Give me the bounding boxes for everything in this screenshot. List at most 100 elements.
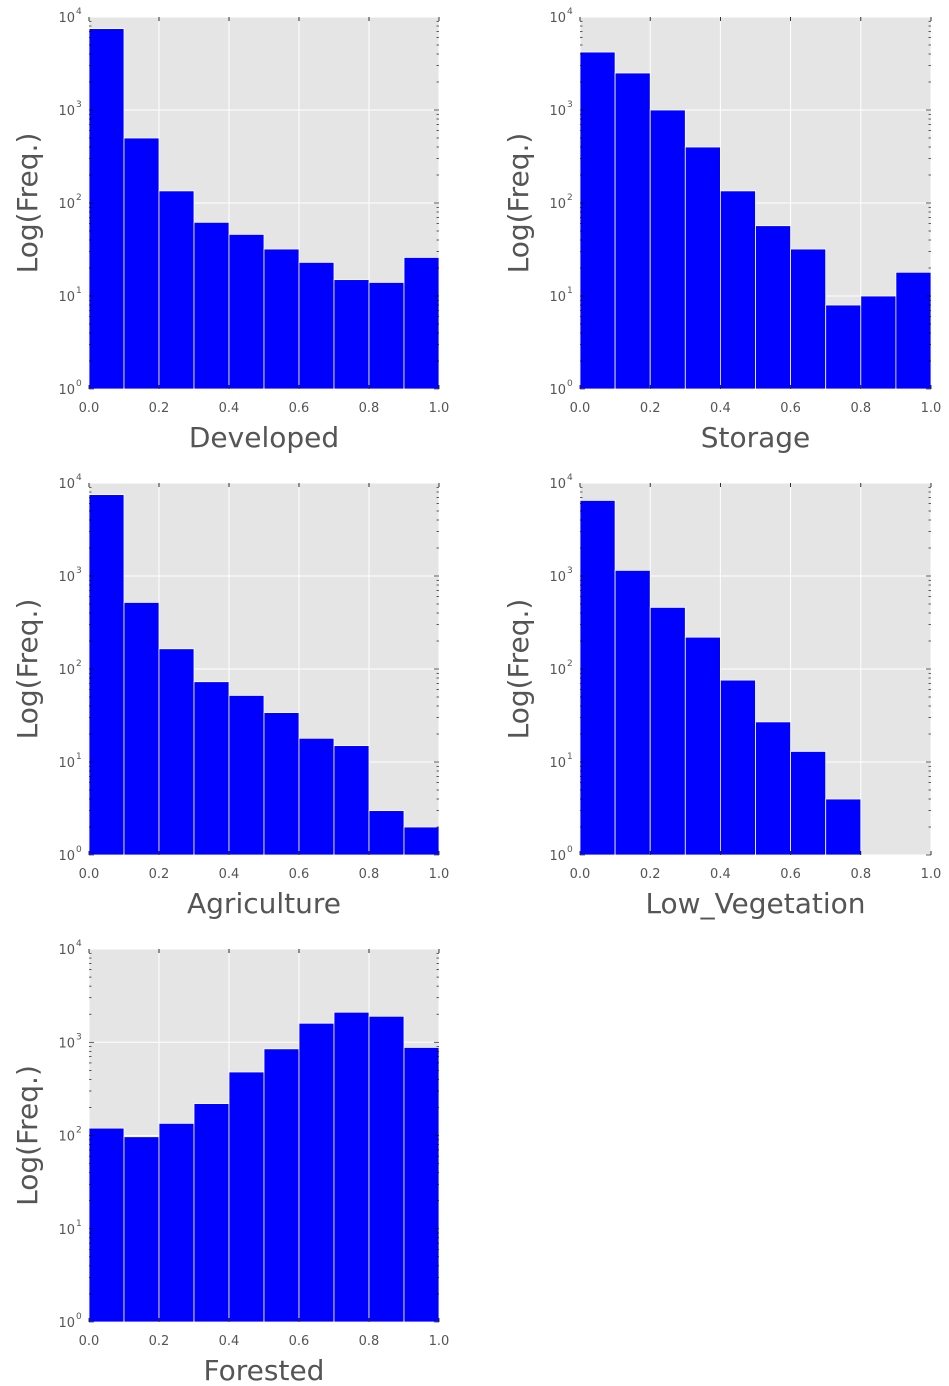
histogram-bar xyxy=(895,271,932,390)
y-tick-label-exponent: 0 xyxy=(76,1312,82,1322)
x-tick-label: 1.0 xyxy=(921,401,942,416)
x-tick-label: 0.8 xyxy=(850,867,871,882)
x-tick-label: 0.8 xyxy=(359,1334,380,1349)
histogram-bar xyxy=(720,679,756,856)
histogram-bar xyxy=(684,146,721,390)
x-tick-label: 0.0 xyxy=(79,401,100,416)
histogram-bar xyxy=(333,279,370,390)
x-tick-label: 0.6 xyxy=(289,401,310,416)
histogram-bar xyxy=(684,636,721,856)
histogram-bar xyxy=(263,248,300,390)
x-tick-label: 0.4 xyxy=(710,867,731,882)
y-tick-label-exponent: 2 xyxy=(567,659,573,669)
y-tick-label: 10 xyxy=(58,663,75,678)
histogram-bar xyxy=(790,751,827,856)
histogram-bar xyxy=(228,1071,265,1323)
y-tick-label-exponent: 1 xyxy=(567,286,573,296)
histogram-bar xyxy=(263,712,300,856)
x-axis-label: Agriculture xyxy=(187,887,341,920)
y-tick-label-exponent: 1 xyxy=(76,286,82,296)
histogram-bar xyxy=(720,190,756,390)
histogram-bar xyxy=(123,602,160,856)
x-tick-label: 0.0 xyxy=(570,401,591,416)
x-tick-label: 0.2 xyxy=(640,867,661,882)
y-tick-label-exponent: 4 xyxy=(76,473,82,483)
y-tick-label: 10 xyxy=(58,849,75,864)
histogram-bar xyxy=(368,1015,405,1323)
y-tick-label-exponent: 1 xyxy=(76,1219,82,1229)
x-tick-label: 1.0 xyxy=(429,867,450,882)
x-tick-label: 0.2 xyxy=(149,401,170,416)
histogram-bar xyxy=(790,248,827,390)
x-tick-label: 0.0 xyxy=(79,867,100,882)
y-tick-label-exponent: 0 xyxy=(76,845,82,855)
x-tick-label: 1.0 xyxy=(921,867,942,882)
y-tick-label: 10 xyxy=(549,197,566,212)
x-axis-label: Developed xyxy=(189,421,339,454)
x-tick-label: 0.6 xyxy=(289,867,310,882)
y-tick-label: 10 xyxy=(58,290,75,305)
y-tick-label-exponent: 4 xyxy=(76,939,82,949)
y-tick-label-exponent: 2 xyxy=(76,1126,82,1136)
x-tick-label: 0.6 xyxy=(780,867,801,882)
histogram-bar xyxy=(263,1048,300,1323)
y-tick-label-exponent: 2 xyxy=(76,193,82,203)
x-tick-label: 0.0 xyxy=(79,1334,100,1349)
y-tick-label: 10 xyxy=(58,383,75,398)
x-tick-label: 0.4 xyxy=(219,1334,240,1349)
histogram-bar xyxy=(158,190,195,390)
x-tick-label: 0.8 xyxy=(359,401,380,416)
histogram-bar xyxy=(88,28,125,390)
histogram-bar xyxy=(368,810,405,856)
histogram-bar xyxy=(193,221,230,390)
y-tick-label: 10 xyxy=(58,11,75,26)
y-tick-label: 10 xyxy=(58,1223,75,1238)
x-axis-label: Low_Vegetation xyxy=(645,887,865,920)
x-tick-label: 0.6 xyxy=(780,401,801,416)
y-tick-label: 10 xyxy=(58,197,75,212)
histogram-bar xyxy=(403,826,440,856)
y-tick-label: 10 xyxy=(58,104,75,119)
y-tick-label: 10 xyxy=(58,570,75,585)
y-tick-label: 10 xyxy=(549,756,566,771)
histogram-bar xyxy=(614,569,651,856)
x-axis-label: Storage xyxy=(701,421,811,454)
y-axis-label: Log(Freq.) xyxy=(11,599,44,740)
histogram-bar xyxy=(333,745,370,856)
y-tick-label-exponent: 2 xyxy=(567,193,573,203)
y-axis-label: Log(Freq.) xyxy=(11,133,44,274)
x-tick-label: 1.0 xyxy=(429,401,450,416)
histogram-bar xyxy=(123,1136,160,1323)
x-tick-label: 0.4 xyxy=(219,867,240,882)
y-tick-label-exponent: 1 xyxy=(567,752,573,762)
y-tick-label: 10 xyxy=(58,1316,75,1331)
y-tick-label-exponent: 0 xyxy=(567,379,573,389)
x-tick-label: 0.2 xyxy=(149,867,170,882)
histogram-bar xyxy=(755,721,791,856)
histogram-bar xyxy=(825,798,862,856)
histogram-bar xyxy=(333,1011,370,1323)
histogram-bar xyxy=(755,225,791,390)
y-tick-label-exponent: 0 xyxy=(76,379,82,389)
y-tick-label-exponent: 1 xyxy=(76,752,82,762)
histogram-bar xyxy=(298,261,335,390)
y-tick-label-exponent: 3 xyxy=(567,100,573,110)
y-tick-label: 10 xyxy=(549,663,566,678)
x-axis-label: Forested xyxy=(204,1354,325,1386)
histogram-bar xyxy=(368,282,405,390)
y-tick-label: 10 xyxy=(58,943,75,958)
histogram-bar xyxy=(649,606,686,856)
y-tick-label-exponent: 0 xyxy=(567,845,573,855)
y-tick-label: 10 xyxy=(549,290,566,305)
y-tick-label: 10 xyxy=(58,1036,75,1051)
histogram-bar xyxy=(403,1047,440,1323)
x-tick-label: 1.0 xyxy=(429,1334,450,1349)
histogram-bar xyxy=(649,109,686,390)
y-tick-label: 10 xyxy=(549,383,566,398)
histogram-bar xyxy=(88,1127,125,1323)
